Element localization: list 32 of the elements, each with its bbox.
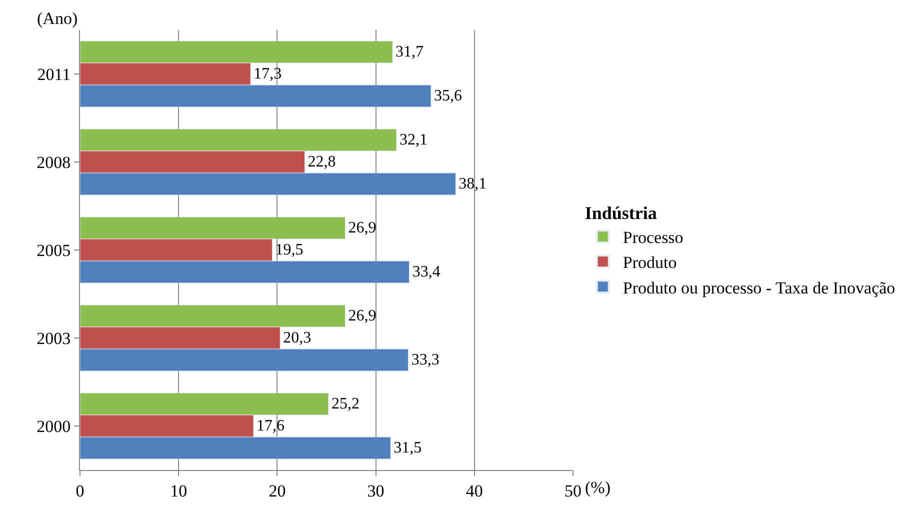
data-label: 26,9 (348, 308, 376, 324)
y-tick-label: 2005 (36, 240, 71, 260)
data-label: 25,2 (331, 396, 360, 412)
x-tick-label: 10 (170, 481, 188, 500)
legend-label: Produto (622, 253, 677, 272)
x-tick-label: 50 (564, 481, 582, 500)
x-tick-label: 30 (367, 481, 384, 500)
data-label: 17,3 (254, 66, 282, 82)
data-label: 26,9 (348, 220, 376, 236)
x-tick-label: 40 (466, 481, 483, 500)
data-label: 20,3 (283, 330, 312, 346)
y-tick-label: 2003 (36, 328, 71, 348)
x-tick-label: 0 (76, 481, 84, 500)
legend-label: Produto ou processo - Taxa de Inovação (622, 278, 896, 298)
x-axis-title: (%) (585, 478, 610, 497)
y-tick-label: 2011 (37, 64, 71, 84)
data-label: 17,6 (256, 418, 285, 434)
data-label: 31,7 (396, 44, 424, 60)
data-label: 33,4 (412, 264, 440, 280)
data-label: 19,5 (275, 242, 304, 258)
legend-title: Indústria (584, 202, 657, 223)
data-label: 22,8 (308, 154, 336, 170)
y-axis-title: (Ano) (37, 9, 78, 28)
x-tick-label: 20 (268, 481, 286, 500)
data-label: 38,1 (458, 176, 487, 192)
data-label: 33,3 (411, 352, 440, 368)
data-label: 35,6 (434, 88, 462, 104)
data-label: 32,1 (400, 132, 428, 148)
data-label: 31,5 (394, 440, 422, 456)
y-tick-label: 2008 (36, 152, 71, 172)
legend-label: Processo (622, 228, 684, 248)
y-tick-label: 2000 (36, 416, 71, 436)
